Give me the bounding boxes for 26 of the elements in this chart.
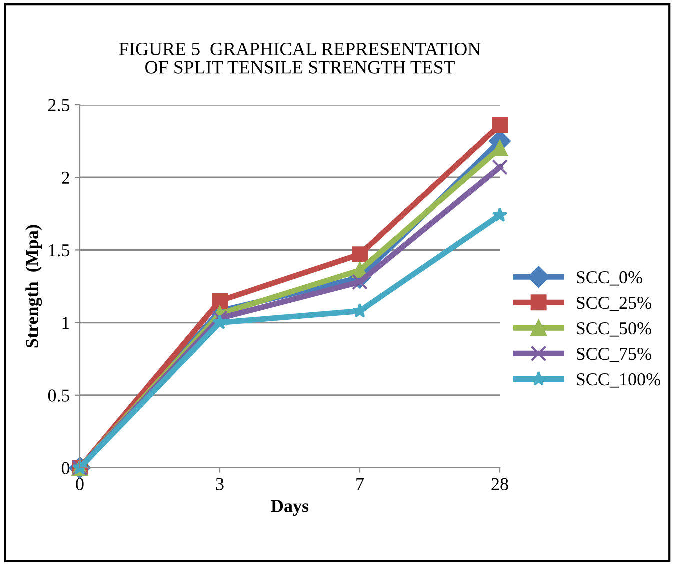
y-tick-label: 2 (62, 172, 70, 184)
chart-title: FIGURE 5 GRAPHICAL REPRESENTATION OF SPLIT TENSILE STRENGTH TEST (119, 42, 481, 74)
x-tick-label: 0 (76, 478, 84, 490)
legend-label: SCC_75% (577, 348, 652, 362)
y-tick-label: 1 (62, 317, 70, 330)
x-tick-label: 28 (492, 478, 508, 490)
y-axis-title: Strength (Mpa) (26, 225, 42, 348)
point (492, 207, 508, 222)
legend-label: SCC_0% (577, 271, 642, 286)
x-tick-label: 3 (216, 478, 224, 490)
point (352, 246, 368, 263)
point (352, 303, 368, 318)
x-axis-title: Days (271, 500, 309, 516)
x-tick-label: 7 (356, 478, 364, 490)
legend-label: SCC_50% (577, 322, 652, 337)
y-tick-label: 0 (62, 462, 70, 474)
y-tick-label: 2.5 (48, 99, 70, 112)
point (212, 310, 228, 326)
y-tick-label: 1.5 (49, 244, 70, 257)
point (492, 117, 508, 134)
point (492, 159, 508, 176)
y-tick-label: 0.5 (48, 390, 70, 402)
point (352, 274, 368, 290)
legend-label: SCC_25% (577, 296, 652, 312)
point (212, 293, 228, 310)
legend-label: SCC_100% (577, 373, 660, 388)
